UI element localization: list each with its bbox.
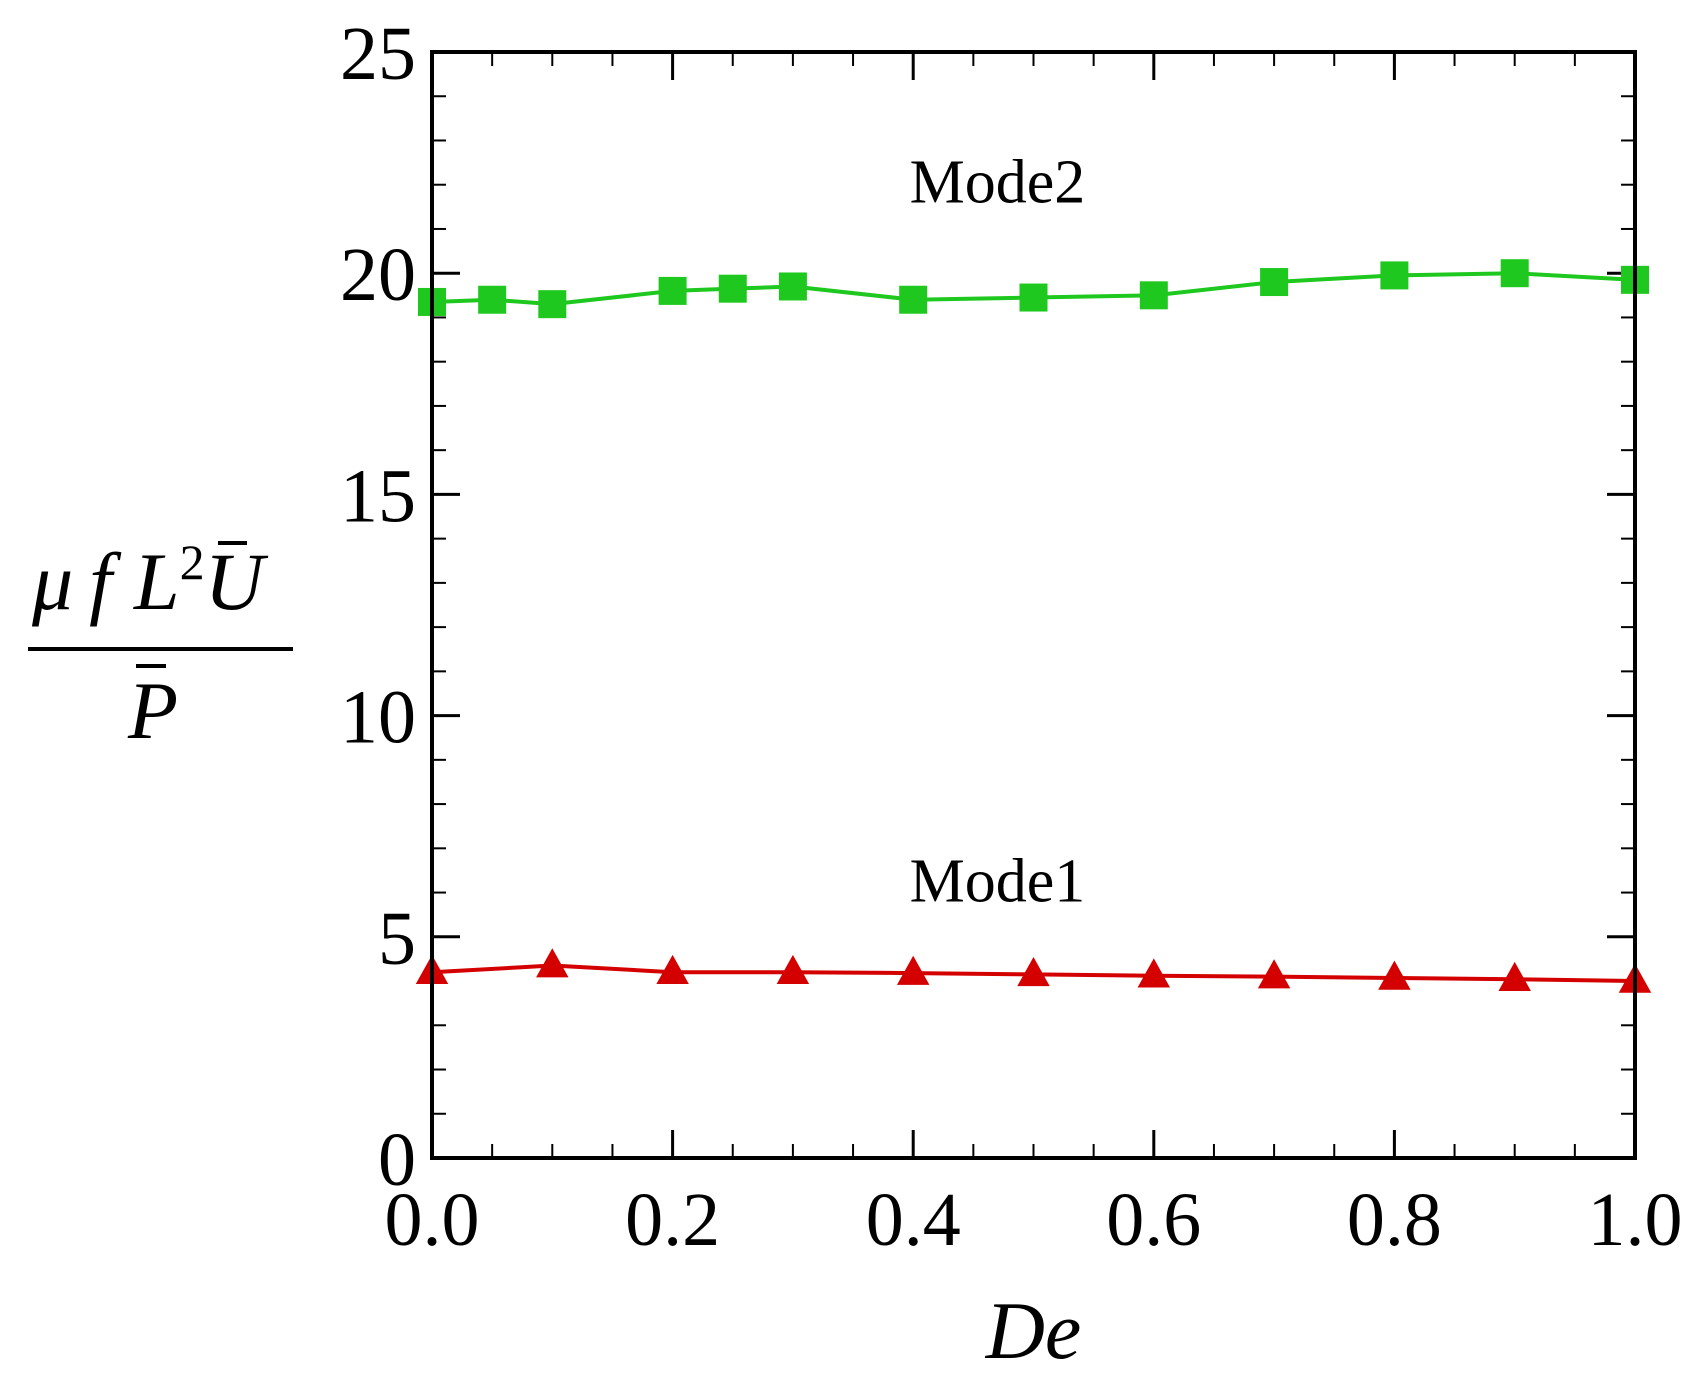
data-point xyxy=(536,948,569,978)
series-layer: Mode2 Mode1 xyxy=(415,148,1652,993)
data-point xyxy=(478,285,507,314)
data-point xyxy=(1498,961,1531,992)
data-point xyxy=(1260,268,1289,297)
plot-frame xyxy=(430,50,1637,1160)
data-point xyxy=(1137,958,1171,988)
y-label-f: f xyxy=(89,536,122,627)
y-tick-label: 10 xyxy=(340,676,416,760)
series-annotation: Mode2 xyxy=(910,148,1086,216)
y-label-exponent: 2 xyxy=(180,534,205,590)
data-point xyxy=(718,274,747,303)
y-label-L: L xyxy=(133,536,180,627)
tick-labels: 0.0 0.2 0.4 0.6 0.8 1.0 0 5 10 15 20 25 xyxy=(340,12,1683,1262)
data-point xyxy=(1380,261,1409,290)
data-point xyxy=(656,954,689,984)
data-point xyxy=(1019,283,1048,312)
y-tick-label: 0 xyxy=(378,1118,416,1202)
y-label-mu: μ xyxy=(31,536,73,627)
x-tick-label: 0.0 xyxy=(385,1178,480,1262)
major-ticks xyxy=(430,50,1637,1160)
data-point xyxy=(896,955,930,985)
y-tick-label: 15 xyxy=(340,454,416,538)
series-Mode1 xyxy=(415,948,1652,993)
data-point xyxy=(778,272,807,301)
x-tick-label: 0.4 xyxy=(866,1178,961,1262)
x-tick-label: 0.6 xyxy=(1106,1178,1201,1262)
data-point xyxy=(658,276,687,305)
data-point xyxy=(1378,960,1411,990)
data-point xyxy=(1017,957,1050,987)
y-tick-label: 5 xyxy=(378,897,416,981)
y-label-P: P xyxy=(127,665,178,756)
series-Mode2 xyxy=(418,259,1649,319)
x-tick-label: 0.2 xyxy=(625,1178,720,1262)
x-tick-label: 0.8 xyxy=(1347,1178,1442,1262)
data-point xyxy=(1500,259,1529,288)
data-point xyxy=(1257,959,1291,989)
data-point xyxy=(1139,281,1168,310)
x-tick-label: 1.0 xyxy=(1588,1178,1683,1262)
data-point xyxy=(899,285,928,314)
series-annotation: Mode1 xyxy=(910,847,1086,915)
y-tick-label: 20 xyxy=(340,233,416,317)
y-label-U: U xyxy=(205,536,269,627)
minor-ticks xyxy=(431,51,1636,1159)
y-tick-label: 25 xyxy=(340,12,416,96)
y-axis-numerator: μ f L2U xyxy=(31,534,269,627)
x-axis-title: De xyxy=(985,1285,1082,1376)
y-axis-title: μ f L2U P xyxy=(28,534,293,756)
data-point xyxy=(776,954,810,984)
data-point xyxy=(538,290,567,319)
